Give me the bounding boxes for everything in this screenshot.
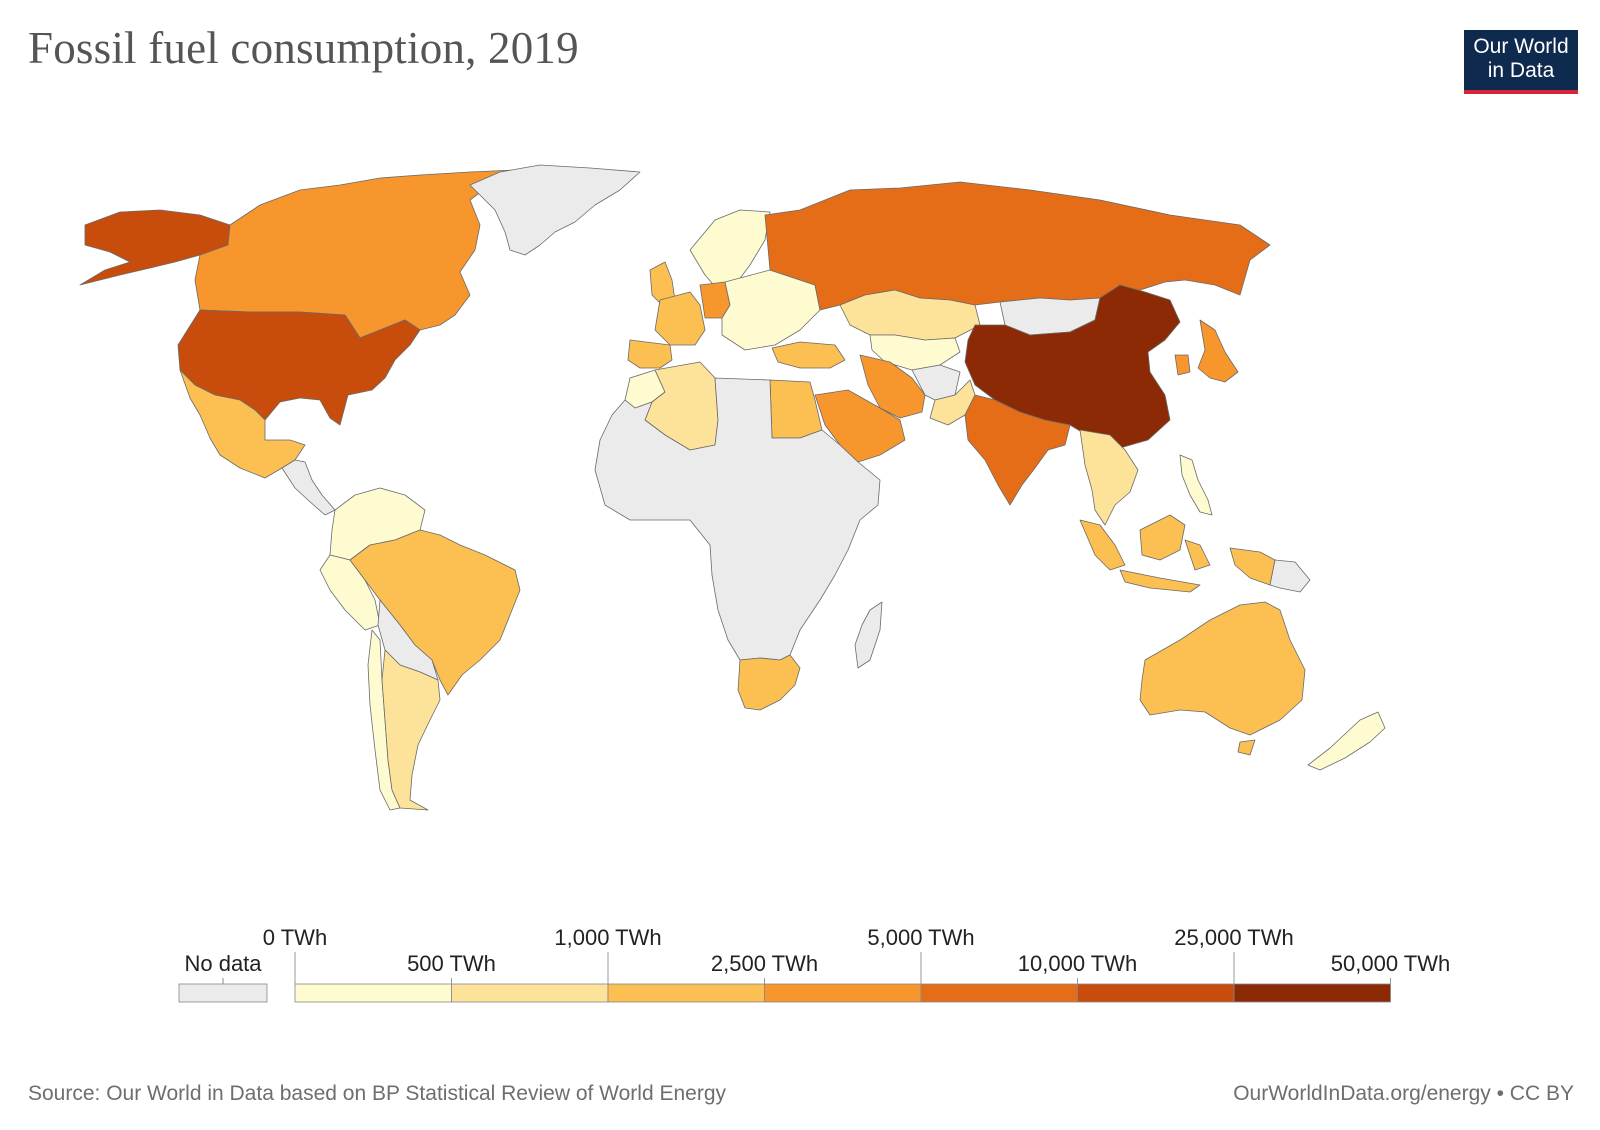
country-iran[interactable] (859, 354, 926, 419)
legend-ticks (294, 952, 1391, 984)
legend-label-4: 5,000 TWh (867, 925, 974, 950)
world-map: No data 0 TWh 500 TWh 1,000 TWh 2,500 TWh 5,… (79, 164, 1450, 1003)
legend-bin-5 (1077, 983, 1235, 1003)
chart-title: Fossil fuel consumption, 2019 (28, 23, 579, 73)
region-western-europe[interactable] (654, 291, 706, 346)
country-japan[interactable] (1197, 319, 1239, 383)
country-australia[interactable] (1139, 601, 1306, 756)
country-madagascar[interactable] (854, 601, 883, 669)
legend-bin-4 (920, 983, 1078, 1003)
legend-label-1: 500 TWh (407, 951, 496, 976)
country-greenland[interactable] (469, 164, 641, 256)
legend-bin-2 (607, 983, 765, 1003)
country-papua-new-guinea[interactable] (1269, 559, 1311, 593)
license-link[interactable]: OurWorldInData.org/energy • CC BY (1233, 1082, 1574, 1105)
country-russia[interactable] (764, 181, 1271, 311)
legend-label-5: 10,000 TWh (1018, 951, 1137, 976)
country-indonesia[interactable] (1079, 514, 1276, 593)
country-alaska[interactable] (79, 209, 231, 286)
logo-line-2: in Data (1487, 59, 1555, 82)
country-new-zealand[interactable] (1307, 711, 1386, 771)
region-southeast-asia[interactable] (1079, 429, 1139, 526)
country-saudi-arabia[interactable] (814, 389, 906, 463)
region-central-america[interactable] (281, 459, 336, 516)
source-note: Source: Our World in Data based on BP St… (28, 1082, 726, 1105)
legend-label-2: 1,000 TWh (554, 925, 661, 950)
legend-bin-3 (764, 983, 922, 1003)
legend-label-6: 25,000 TWh (1174, 925, 1293, 950)
legend-labels: 0 TWh 500 TWh 1,000 TWh 2,500 TWh 5,000 TWh 1… (263, 925, 1450, 976)
country-south-korea[interactable] (1174, 354, 1191, 376)
legend-bin-6 (1233, 983, 1391, 1003)
legend-bin-0 (294, 983, 452, 1003)
region-scandinavia[interactable] (689, 209, 771, 291)
country-turkey[interactable] (771, 341, 846, 369)
region-central-asia[interactable] (869, 334, 961, 371)
country-egypt[interactable] (769, 379, 823, 439)
legend-label-3: 2,500 TWh (711, 951, 818, 976)
legend-label-7: 50,000 TWh (1331, 951, 1450, 976)
logo-line-1: Our World (1473, 35, 1569, 58)
owid-logo[interactable]: Our World in Data (1464, 30, 1578, 94)
country-india[interactable] (964, 394, 1071, 506)
legend-bins (294, 983, 1391, 1003)
legend-bin-1 (451, 983, 609, 1003)
country-philippines[interactable] (1179, 454, 1213, 516)
country-south-africa[interactable] (737, 654, 801, 711)
country-spain[interactable] (627, 339, 673, 369)
country-mexico[interactable] (179, 369, 306, 479)
country-argentina[interactable] (381, 649, 441, 811)
legend-label-0: 0 TWh (263, 925, 327, 950)
legend-no-data-swatch (178, 983, 268, 1003)
legend: No data 0 TWh 500 TWh 1,000 TWh 2,500 TWh 5,… (178, 925, 1450, 1003)
region-africa-rest[interactable] (594, 377, 881, 661)
legend-no-data-label: No data (184, 951, 262, 976)
